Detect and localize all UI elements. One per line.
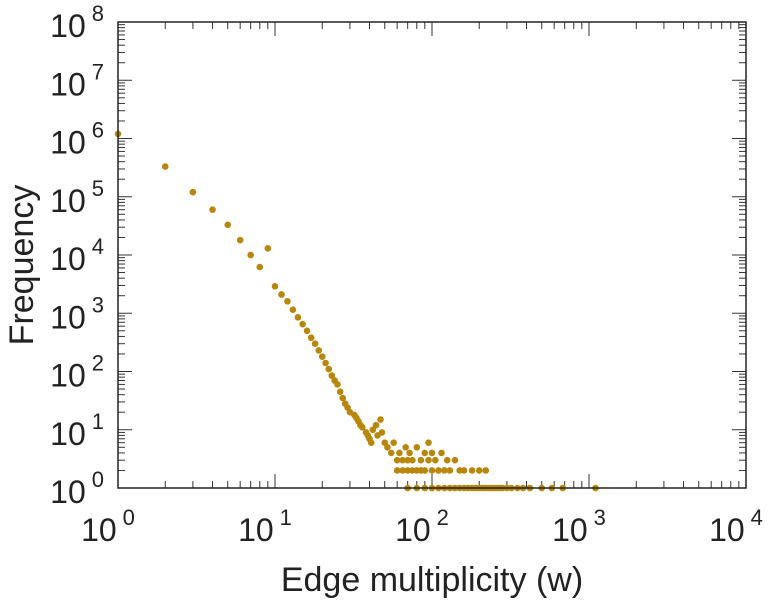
data-point <box>315 347 323 354</box>
data-point <box>328 372 336 379</box>
data-point <box>303 327 311 335</box>
data-point <box>334 381 341 388</box>
data-point <box>460 467 468 474</box>
data-point <box>402 443 410 451</box>
data-point <box>256 263 264 271</box>
data-point <box>372 421 380 429</box>
data-point <box>307 334 315 342</box>
y-tick-label: 10 3 <box>50 292 104 335</box>
data-point <box>336 388 344 396</box>
data-point <box>404 467 411 474</box>
data-point <box>468 467 476 474</box>
data-point <box>359 424 366 431</box>
data-point <box>161 163 169 170</box>
y-tick-label: 10 2 <box>50 351 104 394</box>
x-axis-title: Edge multiplicity (w) <box>281 561 583 599</box>
data-point <box>322 359 329 367</box>
data-point <box>189 188 197 196</box>
data-point <box>443 456 451 464</box>
data-point <box>393 456 401 464</box>
data-point <box>428 467 436 474</box>
x-tick-label: 10 3 <box>552 505 606 548</box>
data-point <box>390 439 397 446</box>
data-points <box>114 130 599 492</box>
data-point <box>421 449 429 457</box>
data-point <box>311 340 319 348</box>
data-point <box>428 449 436 457</box>
y-tick-label: 10 4 <box>50 234 104 277</box>
data-point <box>236 236 244 244</box>
data-point <box>318 353 326 360</box>
data-point <box>325 365 333 373</box>
data-point <box>409 456 416 464</box>
data-point <box>417 456 425 464</box>
data-point <box>284 298 291 305</box>
data-point <box>377 416 384 423</box>
data-point <box>289 306 297 314</box>
data-point <box>384 443 391 451</box>
data-point <box>387 449 395 457</box>
data-point <box>435 467 442 474</box>
data-point <box>339 394 347 402</box>
data-point <box>446 467 454 474</box>
data-point <box>299 320 306 328</box>
data-point <box>271 283 279 290</box>
data-point <box>393 467 401 474</box>
y-tick-label: 10 0 <box>50 467 104 510</box>
tick-marks <box>117 21 747 489</box>
x-tick-label: 10 4 <box>709 505 763 548</box>
data-point <box>378 429 386 436</box>
data-point <box>224 221 232 229</box>
x-tick-label: 10 1 <box>238 505 292 548</box>
y-tick-label: 10 1 <box>50 409 104 452</box>
data-point <box>451 456 459 464</box>
data-point <box>438 449 445 457</box>
data-point <box>369 426 377 434</box>
data-point <box>367 439 375 446</box>
data-point <box>264 245 272 252</box>
y-tick-label: 10 7 <box>50 59 104 102</box>
data-point <box>406 449 413 457</box>
data-point <box>278 291 285 298</box>
data-point <box>425 439 432 446</box>
y-tick-label: 10 5 <box>50 176 104 219</box>
y-tick-label: 10 8 <box>50 1 104 44</box>
data-point <box>247 251 254 259</box>
data-point <box>399 456 406 464</box>
x-tick-label: 10 2 <box>395 505 449 548</box>
data-point <box>209 206 216 213</box>
y-axis-title: Frequency <box>3 185 41 346</box>
x-tick-label: 10 0 <box>81 505 135 548</box>
data-point <box>413 443 421 451</box>
tick-labels: 10 0 10 1 10 2 10 3 10 4 10 0 10 1 10 2 10 3 10 4 10 5 10 6 10 7 1… <box>50 1 763 548</box>
data-point <box>294 314 302 321</box>
data-point <box>441 467 448 474</box>
data-point <box>396 449 403 457</box>
data-point <box>475 467 483 474</box>
plot-frame <box>117 21 747 489</box>
data-point <box>482 467 490 474</box>
data-point <box>399 467 406 474</box>
y-tick-label: 10 6 <box>50 118 104 161</box>
data-point <box>421 467 429 474</box>
data-point <box>404 456 411 464</box>
data-point <box>432 456 439 464</box>
data-point <box>425 456 432 464</box>
